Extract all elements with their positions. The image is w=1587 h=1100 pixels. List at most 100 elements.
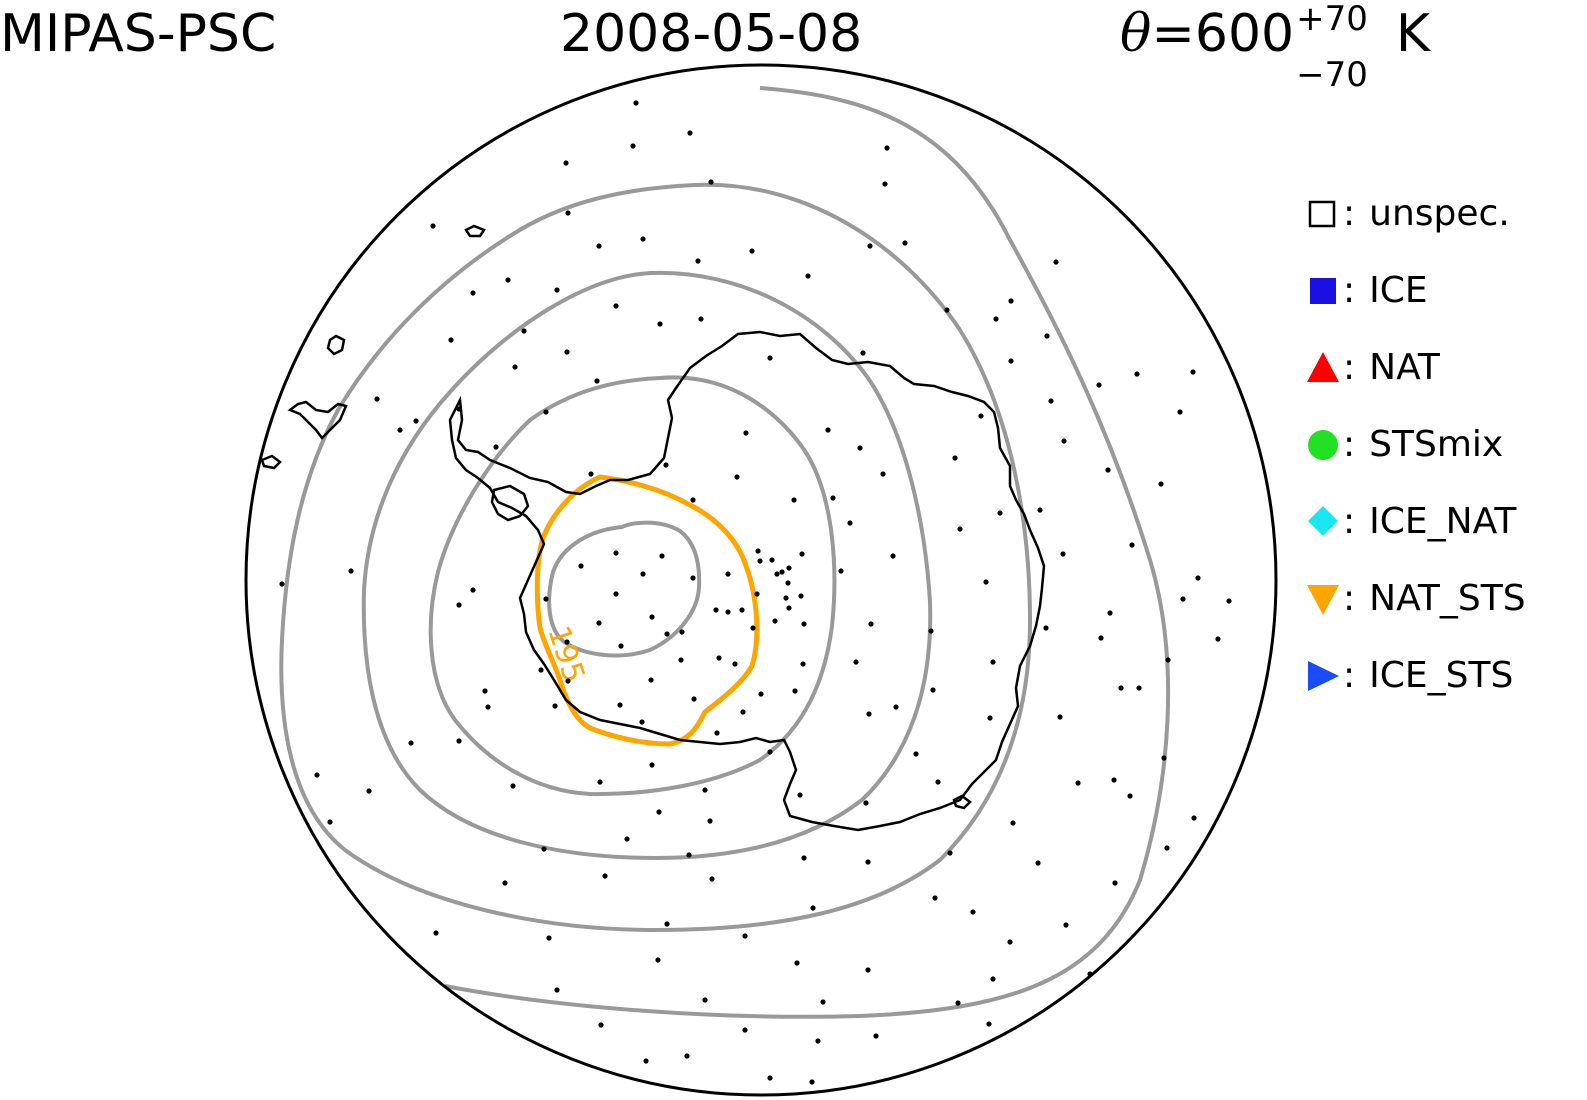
island-coastline	[260, 454, 282, 470]
measurement-point	[774, 571, 780, 577]
measurement-point	[1180, 596, 1186, 602]
measurement-point	[865, 967, 871, 973]
measurement-point	[1149, 954, 1155, 960]
measurement-point	[902, 240, 908, 246]
legend-item: : unspec.	[1305, 192, 1575, 234]
measurement-point	[857, 445, 863, 451]
measurement-point	[1008, 298, 1014, 304]
measurement-point	[639, 719, 645, 725]
measurement-point	[794, 960, 800, 966]
plot-title-instrument: MIPAS-PSC	[0, 4, 277, 64]
south-america-coastline	[287, 400, 348, 440]
measurement-point	[433, 930, 439, 936]
theta-minus: −70	[1296, 55, 1368, 95]
legend: : unspec.: ICE: NAT: STSmix: ICE_NAT: NAT_STS:…	[1305, 193, 1575, 732]
measurement-point	[659, 553, 665, 559]
contour-line	[444, 86, 1171, 1019]
measurement-point	[279, 581, 285, 587]
measurement-point	[1190, 369, 1196, 375]
measurement-point	[314, 772, 320, 778]
measurement-point	[990, 659, 996, 665]
measurement-point	[1107, 610, 1113, 616]
measurement-point	[541, 846, 547, 852]
measurement-point	[952, 455, 958, 461]
measurement-point	[563, 160, 569, 166]
measurement-point	[873, 1033, 879, 1039]
measurement-point	[510, 783, 516, 789]
measurement-point	[1129, 542, 1135, 548]
measurement-point	[838, 568, 844, 574]
measurement-point	[749, 248, 755, 254]
measurement-point	[742, 933, 748, 939]
measurement-point	[1010, 820, 1016, 826]
island-coastline	[952, 794, 972, 810]
contour-line	[361, 270, 933, 861]
legend-label: STSmix	[1369, 423, 1504, 465]
legend-item: : ICE	[1305, 270, 1575, 311]
measurement-point	[767, 355, 773, 361]
measurement-point	[456, 738, 462, 744]
measurement-point	[755, 548, 761, 554]
measurement-point	[987, 715, 993, 721]
legend-label: NAT	[1369, 346, 1440, 388]
measurement-point	[618, 643, 624, 649]
measurement-point	[786, 565, 792, 571]
measurement-point	[596, 620, 602, 626]
measurement-point	[882, 181, 888, 187]
measurement-point	[664, 631, 670, 637]
contour-label: 195	[540, 622, 591, 687]
legend-marker-filled-square-icon	[1310, 278, 1336, 304]
measurement-point	[1008, 358, 1014, 364]
measurement-point	[750, 625, 756, 631]
legend-marker-triangle-right-icon	[1308, 661, 1339, 691]
measurement-point	[643, 1058, 649, 1064]
measurement-point	[687, 130, 693, 136]
gray-contours	[279, 86, 1171, 1019]
measurement-point	[947, 850, 953, 856]
measurement-point	[792, 688, 798, 694]
measurement-point	[578, 563, 584, 569]
measurement-point	[512, 364, 518, 370]
measurement-point	[785, 580, 791, 586]
legend-item: : ICE_NAT	[1305, 501, 1575, 542]
measurement-point	[1191, 815, 1197, 821]
measurement-point	[624, 836, 630, 842]
measurement-point	[686, 852, 692, 858]
measurement-point	[815, 1038, 821, 1044]
measurement-point	[1063, 922, 1069, 928]
measurement-point	[884, 145, 890, 151]
measurement-point	[470, 587, 476, 593]
legend-item: : NAT	[1305, 346, 1575, 388]
measurement-point	[928, 628, 934, 634]
measurement-point	[1209, 924, 1215, 930]
legend-label: NAT_STS	[1369, 577, 1526, 619]
contour-line	[279, 182, 1033, 933]
measurement-point	[786, 605, 792, 611]
measurement-point	[597, 779, 603, 785]
measurement-point	[588, 471, 594, 477]
legend-marker-open-square-icon	[1308, 200, 1336, 228]
measurement-point	[521, 328, 527, 334]
measurement-point	[684, 1053, 690, 1059]
antarctica-coastline	[448, 330, 1046, 832]
measurement-point	[1195, 575, 1201, 581]
measurement-point	[448, 337, 454, 343]
measurement-point	[546, 935, 552, 941]
measurement-point	[866, 711, 872, 717]
measurement-point	[613, 550, 619, 556]
theta-range: +70 −70	[1296, 2, 1368, 95]
measurement-point	[978, 413, 984, 419]
measurement-point	[655, 957, 661, 963]
measurement-point	[1060, 551, 1066, 557]
measurement-point	[1035, 860, 1041, 866]
measurement-point	[799, 551, 805, 557]
measurement-point	[713, 607, 719, 613]
falkland-coastline	[326, 334, 346, 356]
measurement-point	[1048, 398, 1054, 404]
theta-unit: K	[1395, 4, 1431, 64]
measurement-point	[754, 591, 760, 597]
measurement-point	[932, 895, 938, 901]
legend-label: unspec.	[1369, 192, 1510, 234]
measurement-point	[767, 749, 773, 755]
theta-symbol: θ	[1120, 4, 1152, 64]
